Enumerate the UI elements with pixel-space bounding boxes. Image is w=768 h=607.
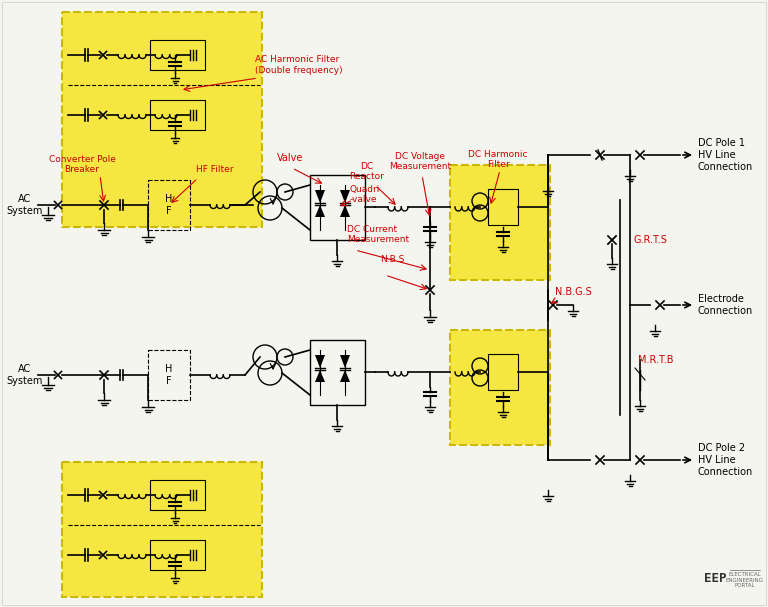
Bar (62, 462, 262, 597)
Bar (310, 175, 365, 240)
Text: Electrode
Connection: Electrode Connection (698, 294, 753, 316)
Text: AC
System: AC System (7, 364, 43, 386)
Text: ELECTRICAL
ENGINEERING
PORTAL: ELECTRICAL ENGINEERING PORTAL (726, 572, 764, 588)
Bar (150, 540, 205, 570)
Text: DC Pole 1
HV Line
Connection: DC Pole 1 HV Line Connection (698, 138, 753, 172)
Polygon shape (315, 205, 325, 217)
Text: AC
System: AC System (7, 194, 43, 216)
Bar (450, 165, 550, 280)
Bar (310, 340, 365, 405)
Text: DC Pole 2
HV Line
Connection: DC Pole 2 HV Line Connection (698, 443, 753, 476)
Polygon shape (315, 370, 325, 382)
Text: AC Harmonic Filter
(Double frequency): AC Harmonic Filter (Double frequency) (255, 55, 343, 75)
Text: G.R.T.S: G.R.T.S (633, 235, 667, 245)
Polygon shape (315, 190, 325, 203)
Text: H
F: H F (165, 364, 173, 386)
Polygon shape (340, 205, 350, 217)
Text: M.R.T.B: M.R.T.B (638, 355, 674, 365)
Text: DC Voltage
Measurement: DC Voltage Measurement (389, 152, 451, 171)
Polygon shape (340, 355, 350, 368)
Text: H
F: H F (165, 194, 173, 216)
Polygon shape (340, 370, 350, 382)
Bar (488, 354, 518, 390)
Bar (150, 100, 205, 130)
Bar (148, 180, 190, 230)
Text: DC Current
Measurement: DC Current Measurement (347, 225, 409, 245)
Text: EEP: EEP (703, 572, 727, 585)
Text: N.B.S: N.B.S (380, 255, 405, 264)
Text: Converter Pole
Breaker: Converter Pole Breaker (48, 155, 115, 174)
Polygon shape (315, 355, 325, 368)
Bar (150, 480, 205, 510)
Text: DC Harmonic
Filter: DC Harmonic Filter (468, 150, 528, 169)
Bar (150, 40, 205, 70)
Bar (148, 350, 190, 400)
Text: HF Filter: HF Filter (196, 165, 233, 174)
Bar (62, 12, 262, 227)
Bar (488, 189, 518, 225)
Text: N.B.G.S: N.B.G.S (555, 287, 592, 297)
Text: Valve: Valve (276, 153, 303, 163)
Polygon shape (340, 190, 350, 203)
Text: DC
Reactor: DC Reactor (349, 162, 385, 181)
Bar (450, 330, 550, 445)
Text: Quadri
-valve: Quadri -valve (350, 185, 380, 205)
